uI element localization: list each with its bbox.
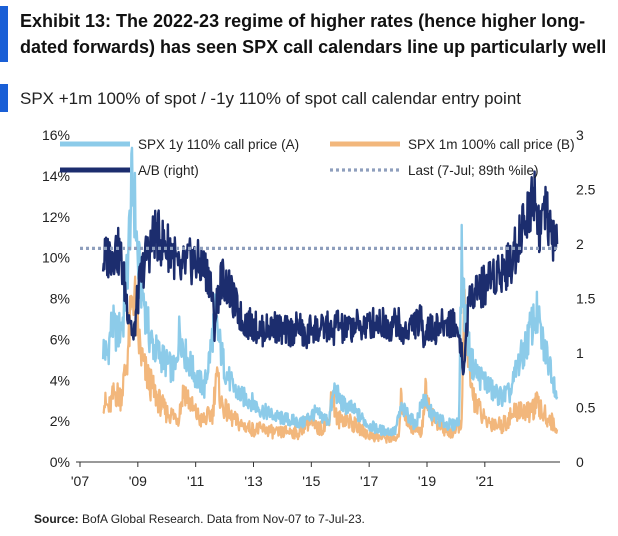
- x-tick-label: '21: [476, 473, 494, 489]
- left-tick-label: 12%: [42, 209, 70, 225]
- left-tick-label: 4%: [50, 372, 70, 388]
- series-line-a: [101, 146, 559, 437]
- left-tick-label: 10%: [42, 250, 70, 266]
- x-tick-label: '15: [302, 473, 320, 489]
- right-tick-label: 0.5: [576, 400, 596, 416]
- right-tick-label: 2.5: [576, 182, 596, 198]
- left-tick-label: 0%: [50, 454, 70, 470]
- title-accent-bar: [0, 6, 8, 62]
- legend: SPX 1y 110% call price (A) SPX 1m 100% ca…: [60, 137, 575, 178]
- source-note: Source: BofA Global Research. Data from …: [34, 512, 365, 526]
- right-tick-label: 0: [576, 454, 584, 470]
- x-tick-label: '17: [360, 473, 378, 489]
- legend-label-last: Last (7-Jul; 89th %ile): [408, 163, 539, 178]
- x-tick-label: '07: [71, 473, 89, 489]
- right-tick-label: 2: [576, 236, 584, 252]
- right-tick-label: 3: [576, 127, 584, 143]
- left-tick-label: 2%: [50, 413, 70, 429]
- chart-subtitle: SPX +1m 100% of spot / -1y 110% of spot …: [20, 89, 521, 108]
- subtitle-accent-bar: [0, 84, 8, 112]
- series-layer: [80, 146, 560, 444]
- x-tick-label: '19: [418, 473, 436, 489]
- right-tick-label: 1.5: [576, 291, 596, 307]
- series-line-ratio: [101, 170, 559, 376]
- legend-label-b: SPX 1m 100% call price (B): [408, 137, 575, 152]
- x-tick-label: '13: [244, 473, 262, 489]
- source-text: BofA Global Research. Data from Nov-07 t…: [82, 512, 365, 526]
- left-tick-label: 8%: [50, 291, 70, 307]
- exhibit-title: Exhibit 13: The 2022-23 regime of higher…: [20, 11, 607, 57]
- source-label: Source:: [34, 512, 79, 526]
- left-tick-label: 6%: [50, 331, 70, 347]
- axes-layer: 0%2%4%6%8%10%12%14%16%00.511.522.53'07'0…: [42, 127, 596, 489]
- legend-label-a: SPX 1y 110% call price (A): [138, 137, 299, 152]
- x-tick-label: '09: [129, 473, 147, 489]
- legend-label-ratio: A/B (right): [138, 163, 199, 178]
- x-tick-label: '11: [187, 473, 204, 489]
- left-tick-label: 16%: [42, 127, 70, 143]
- right-tick-label: 1: [576, 345, 584, 361]
